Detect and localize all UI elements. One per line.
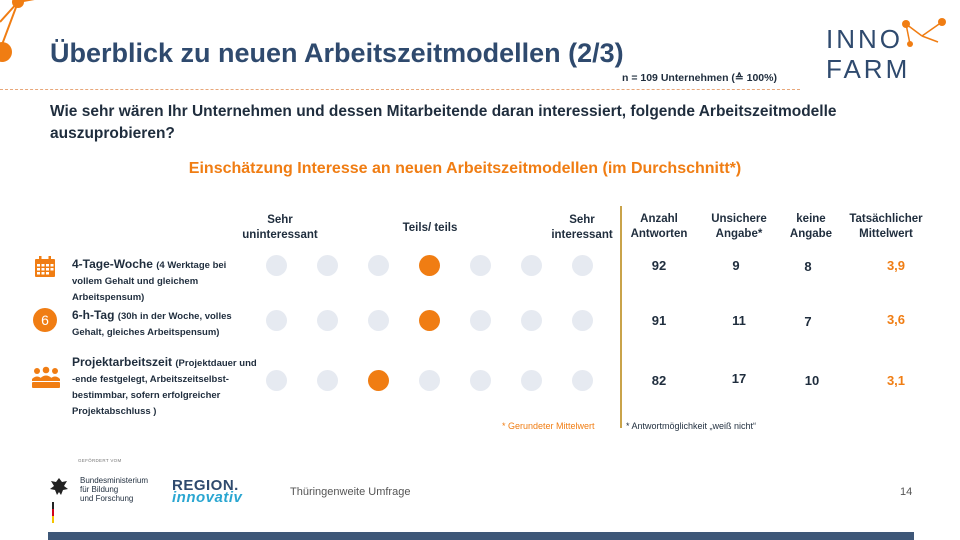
scale-dot xyxy=(521,255,542,276)
row-3-mittelwert: 3,1 xyxy=(886,373,906,388)
row-1-detail-2: vollem Gehalt und gleichem xyxy=(72,276,199,287)
title-divider xyxy=(0,89,800,90)
row-3-detail-4: Projektabschluss ) xyxy=(72,406,157,417)
col-anzahl-line2: Antworten xyxy=(630,228,688,240)
scale-right-label: Sehr interessant xyxy=(548,213,616,243)
col-anzahl-line1: Anzahl xyxy=(640,213,678,225)
row-3-name: Projektarbeitszeit xyxy=(72,355,173,369)
scale-left-line1: Sehr xyxy=(267,214,293,226)
row-3-detail-3: bestimmbar, sofern erfolgreicher xyxy=(72,390,221,401)
scale-dot xyxy=(266,370,287,391)
bmbf-line1: Bundesministerium xyxy=(80,476,149,485)
col-unsicher-header: Unsichere Angabe* xyxy=(704,212,774,242)
region-logo-line1: REGION. xyxy=(172,477,239,494)
scale-middle-label: Teils/ teils xyxy=(402,222,458,234)
row-3-detail-1: (Projektdauer und xyxy=(175,358,257,369)
row-2-detail-1: (30h in der Woche, volles xyxy=(117,311,232,322)
col-unsicher-line2: Angabe* xyxy=(715,228,763,240)
col-anzahl-header: Anzahl Antworten xyxy=(624,212,694,242)
row-2-unsicher: 11 xyxy=(732,313,746,328)
scale-left-line2: uninteressant xyxy=(242,229,318,241)
row-3-anzahl: 82 xyxy=(651,373,667,388)
row-1-name: 4-Tage-Woche xyxy=(72,257,153,271)
col-keine-header: keine Angabe xyxy=(776,212,846,242)
row-3-keine: 10 xyxy=(804,373,820,388)
row-1-keine: 8 xyxy=(804,259,812,274)
row-1-detail-3: Arbeitspensum) xyxy=(72,292,145,303)
logo-text-line2: FARM xyxy=(826,54,911,84)
row-2-anzahl: 91 xyxy=(651,313,667,328)
row-3-unsicher: 17 xyxy=(731,371,747,386)
row-2-keine: 7 xyxy=(804,314,812,329)
scale-dot xyxy=(572,370,593,391)
column-divider xyxy=(620,206,622,428)
bmbf-line2: für Bildung xyxy=(80,485,119,494)
logo-text-line1: INNO xyxy=(826,24,903,54)
footer-bar xyxy=(48,532,914,540)
scale-right-line1: Sehr xyxy=(569,214,595,226)
scale-dot xyxy=(419,370,440,391)
bmbf-line3: und Forschung xyxy=(80,494,134,503)
col-mittelwert-line2: Mittelwert xyxy=(859,228,913,240)
col-keine-line2: Angabe xyxy=(789,228,833,240)
row-3-detail-2: -ende festgelegt, Arbeitszeitselbst- xyxy=(72,374,229,385)
footnote-rounded: * Gerundeter Mittelwert xyxy=(502,421,595,431)
calendar-icon xyxy=(35,256,55,277)
sample-size: n = 109 Unternehmen (≙ 100%) xyxy=(622,72,777,84)
number-six-icon: 6 xyxy=(33,308,57,332)
logo-network-icon xyxy=(902,18,946,47)
row-1-unsicher: 9 xyxy=(732,258,740,273)
funded-by-label: GEFÖRDERT VOM xyxy=(78,458,122,463)
col-keine-line1: keine xyxy=(796,213,826,225)
scale-dot xyxy=(368,310,389,331)
col-mittelwert-line1: Tatsächlicher xyxy=(849,213,923,225)
scale-dot-selected xyxy=(419,255,440,276)
col-mittelwert-header: Tatsächlicher Mittelwert xyxy=(842,212,930,242)
scale-dot xyxy=(572,255,593,276)
page-number: 14 xyxy=(900,486,913,498)
scale-dot xyxy=(368,255,389,276)
scale-dot xyxy=(266,310,287,331)
survey-label: Thüringenweite Umfrage xyxy=(290,486,411,498)
scale-dot xyxy=(572,310,593,331)
team-icon xyxy=(32,366,60,388)
row-2-name: 6-h-Tag xyxy=(72,308,115,322)
scale-dot xyxy=(470,370,491,391)
row-2-label: 6-h-Tag (30h in der Woche, volles Gehalt… xyxy=(72,308,262,340)
row-1-anzahl: 92 xyxy=(651,258,667,273)
row-1-label: 4-Tage-Woche (4 Werktage bei vollem Geha… xyxy=(72,257,262,305)
page-title: Überblick zu neuen Arbeitszeitmodellen (… xyxy=(50,38,624,68)
row-2-mittelwert: 3,6 xyxy=(886,312,906,327)
scale-dot xyxy=(317,255,338,276)
footnote-answer: * Antwortmöglichkeit „weiß nicht“ xyxy=(626,421,757,431)
bmbf-logo-text: Bundesministerium für Bildung und Forsch… xyxy=(80,476,148,503)
col-unsicher-line1: Unsichere xyxy=(711,213,767,225)
row-1-detail-1: (4 Werktage bei xyxy=(156,260,227,271)
scale-dot-selected xyxy=(368,370,389,391)
row-1-mittelwert: 3,9 xyxy=(886,258,906,273)
scale-left-label: Sehr uninteressant xyxy=(236,213,324,243)
scale-dot-selected xyxy=(419,310,440,331)
chart-subtitle: Einschätzung Interesse an neuen Arbeitsz… xyxy=(188,160,742,177)
scale-dot xyxy=(521,370,542,391)
scale-dot xyxy=(470,255,491,276)
federal-eagle-icon xyxy=(50,478,68,523)
corner-network-graphic xyxy=(0,0,35,62)
scale-dot xyxy=(266,255,287,276)
scale-dot xyxy=(317,310,338,331)
scale-dot xyxy=(317,370,338,391)
region-logo-line2: innovativ xyxy=(172,489,243,506)
survey-question: Wie sehr wären Ihr Unternehmen und desse… xyxy=(50,103,837,142)
scale-right-line2: interessant xyxy=(551,229,613,241)
row-2-detail-2: Gehalt, gleiches Arbeitspensum) xyxy=(72,327,220,338)
scale-dot xyxy=(470,310,491,331)
scale-dot xyxy=(521,310,542,331)
row-3-label: Projektarbeitszeit (Projektdauer und -en… xyxy=(72,355,272,419)
